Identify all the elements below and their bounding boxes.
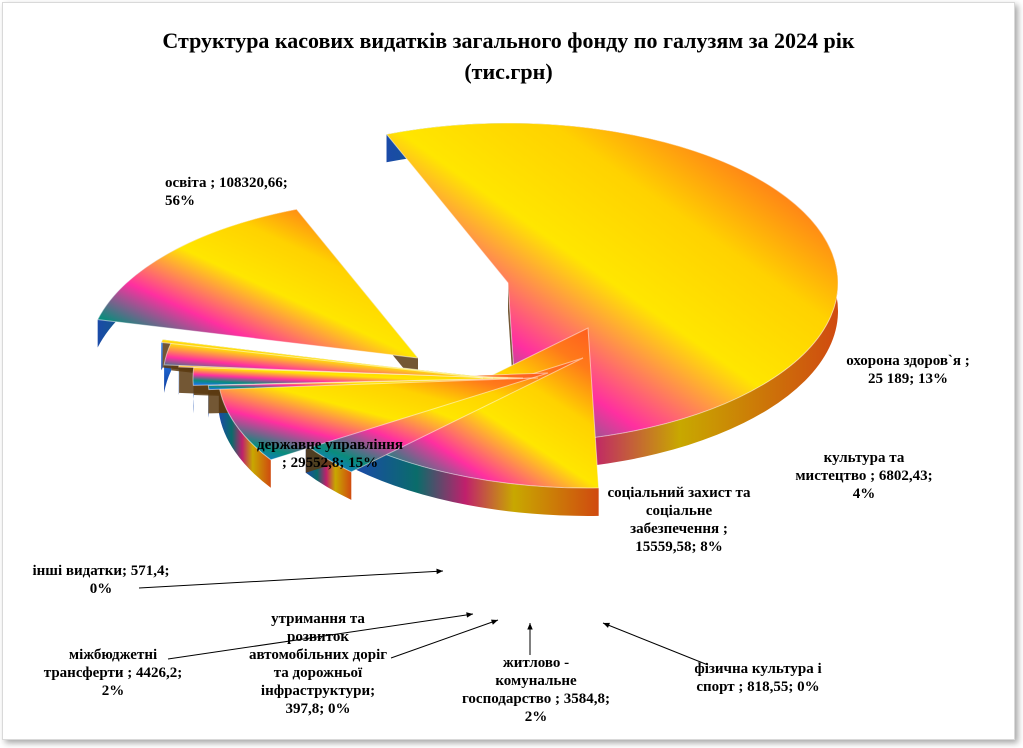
leader-line-6: [390, 619, 499, 659]
leader-arrow-5: [527, 623, 533, 630]
data-label-4: фізична культура і спорт ; 818,55; 0%: [694, 661, 821, 695]
pie-slice-9: [96, 208, 420, 359]
leader-line-4: [602, 622, 709, 666]
data-label-8: інші видатки; 571,4; 0%: [33, 563, 170, 597]
leader-line-8: [138, 570, 444, 589]
leader-arrow-7: [466, 612, 473, 618]
chart-title-line: Структура касових видатків загального фо…: [162, 28, 855, 53]
data-label-9: державне управління; 29552,8; 15%: [257, 437, 403, 471]
pie-chart: освіта ; 108320,66; 56% охорона здоров`я ;…: [33, 122, 970, 725]
pie-slices: [96, 122, 839, 516]
data-label-2: культура та мистецтво ; 6802,43; 4%: [795, 450, 932, 502]
chart-title: Структура касових видатків загального фо…: [3, 25, 1014, 87]
leader-arrow-4: [603, 622, 610, 628]
leader-lines: [138, 568, 709, 666]
leader-arrow-8: [436, 568, 443, 575]
pie-slice-side-8: [161, 339, 163, 371]
data-label-0: освіта ; 108320,66; 56%: [165, 175, 288, 209]
data-label-6: утримання та розвиток автомобільних доріг т…: [249, 611, 387, 717]
data-label-5: житлово -комунальне господарство ; 3584,8…: [462, 655, 610, 725]
chart-frame: Структура касових видатків загального фо…: [2, 2, 1015, 740]
data-labels: освіта ; 108320,66; 56% охорона здоров`я ;…: [33, 175, 970, 725]
leader-line-7: [167, 613, 474, 660]
data-label-3: соціальний захист та соціальне забезпеченн…: [607, 485, 751, 555]
pie-slice-8: [160, 339, 484, 379]
chart-subtitle: (тис.грн): [464, 59, 553, 84]
data-label-1: охорона здоров`я ; 25 189; 13%: [846, 353, 970, 387]
pie-slice-0: [385, 122, 839, 444]
data-label-7: міжбюджетні трансферти ; 4426,2; 2%: [44, 647, 182, 699]
leader-arrow-6: [491, 619, 498, 625]
